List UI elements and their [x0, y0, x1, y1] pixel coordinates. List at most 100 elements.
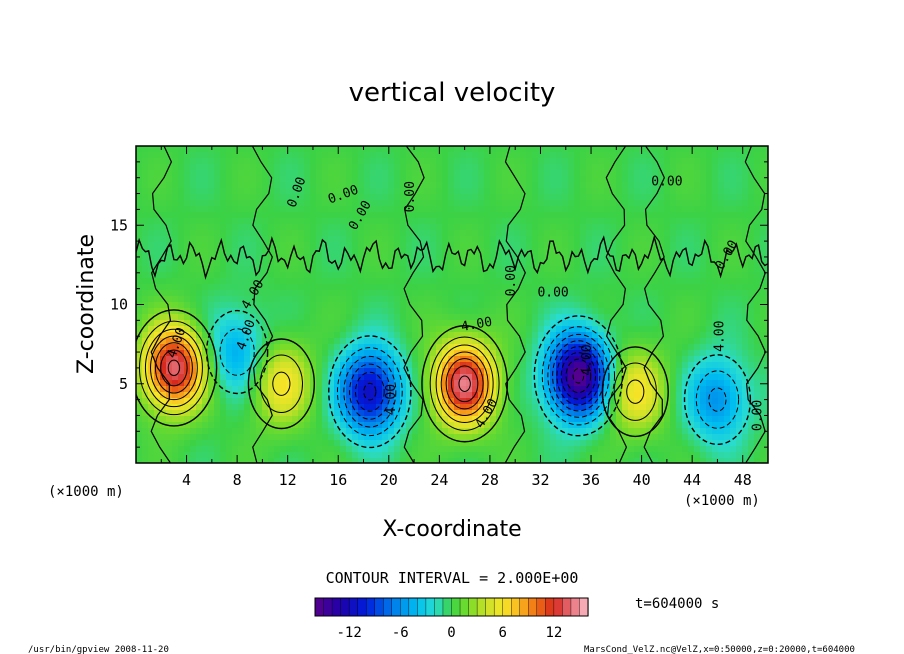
heat-cell	[550, 332, 557, 339]
heat-cell	[406, 416, 413, 423]
chart-title: vertical velocity	[349, 78, 556, 108]
heat-cell	[226, 320, 233, 327]
heat-cell	[484, 206, 491, 213]
heat-cell	[598, 200, 605, 207]
heat-cell	[700, 146, 707, 153]
heat-cell	[520, 278, 527, 285]
heat-cell	[652, 296, 659, 303]
heat-cell	[226, 278, 233, 285]
heat-cell	[664, 206, 671, 213]
heat-cell	[142, 284, 149, 291]
heat-cell	[682, 188, 689, 195]
heat-cell	[490, 248, 497, 255]
heat-cell	[436, 308, 443, 315]
heat-cell	[736, 302, 743, 309]
heat-cell	[154, 374, 161, 381]
heat-cell	[568, 230, 575, 237]
heat-cell	[220, 428, 227, 435]
heat-cell	[676, 272, 683, 279]
heat-cell	[586, 152, 593, 159]
heat-cell	[412, 422, 419, 429]
heat-cell	[604, 170, 611, 177]
heat-cell	[466, 230, 473, 237]
heat-cell	[226, 224, 233, 231]
heat-cell	[316, 422, 323, 429]
heat-cell	[268, 308, 275, 315]
heat-cell	[760, 398, 767, 405]
heat-cell	[466, 284, 473, 291]
heat-cell	[268, 422, 275, 429]
heat-cell	[688, 368, 695, 375]
heat-cell	[298, 374, 305, 381]
heat-cell	[250, 170, 257, 177]
heat-cell	[322, 380, 329, 387]
heat-cell	[634, 308, 641, 315]
heat-cell	[412, 188, 419, 195]
heat-cell	[718, 284, 725, 291]
heat-cell	[268, 284, 275, 291]
heat-cell	[460, 392, 467, 399]
heat-cell	[202, 284, 209, 291]
heat-cell	[490, 326, 497, 333]
heat-cell	[592, 404, 599, 411]
heat-cell	[202, 218, 209, 225]
heat-cell	[478, 404, 485, 411]
heat-cell	[178, 212, 185, 219]
heat-cell	[250, 206, 257, 213]
heat-cell	[640, 368, 647, 375]
heat-cell	[760, 326, 767, 333]
heat-cell	[538, 392, 545, 399]
heat-cell	[688, 374, 695, 381]
heat-cell	[520, 362, 527, 369]
heat-cell	[514, 170, 521, 177]
heat-cell	[220, 224, 227, 231]
heat-cell	[694, 392, 701, 399]
heat-cell	[286, 272, 293, 279]
heat-cell	[142, 236, 149, 243]
heat-cell	[766, 248, 768, 255]
heat-cell	[508, 266, 515, 273]
heat-cell	[706, 416, 713, 423]
heat-cell	[586, 224, 593, 231]
heat-cell	[142, 218, 149, 225]
heat-cell	[256, 176, 263, 183]
heat-cell	[448, 182, 455, 189]
heat-cell	[220, 404, 227, 411]
heat-cell	[436, 296, 443, 303]
heat-cell	[724, 356, 731, 363]
heat-cell	[568, 170, 575, 177]
heat-cell	[676, 170, 683, 177]
heat-cell	[586, 392, 593, 399]
heat-cell	[730, 344, 737, 351]
heat-cell	[688, 248, 695, 255]
heat-cell	[406, 332, 413, 339]
heat-cell	[592, 260, 599, 267]
heat-cell	[436, 260, 443, 267]
heat-cell	[352, 350, 359, 357]
heat-cell	[382, 206, 389, 213]
heat-cell	[760, 374, 767, 381]
heat-cell	[640, 332, 647, 339]
heat-cell	[412, 416, 419, 423]
heat-cell	[358, 398, 365, 405]
heat-cell	[148, 338, 155, 345]
heat-cell	[376, 224, 383, 231]
heat-cell	[568, 344, 575, 351]
heat-cell	[316, 338, 323, 345]
heat-cell	[514, 290, 521, 297]
heat-cell	[148, 206, 155, 213]
heat-cell	[724, 242, 731, 249]
heat-cell	[322, 308, 329, 315]
heat-cell	[376, 152, 383, 159]
heat-cell	[280, 272, 287, 279]
heat-cell	[136, 242, 143, 249]
heat-cell	[604, 392, 611, 399]
heat-cell	[196, 224, 203, 231]
heat-cell	[358, 320, 365, 327]
heat-cell	[754, 194, 761, 201]
heat-cell	[748, 314, 755, 321]
heat-cell	[628, 308, 635, 315]
heat-cell	[382, 332, 389, 339]
heat-cell	[250, 152, 257, 159]
heat-cell	[244, 410, 251, 417]
